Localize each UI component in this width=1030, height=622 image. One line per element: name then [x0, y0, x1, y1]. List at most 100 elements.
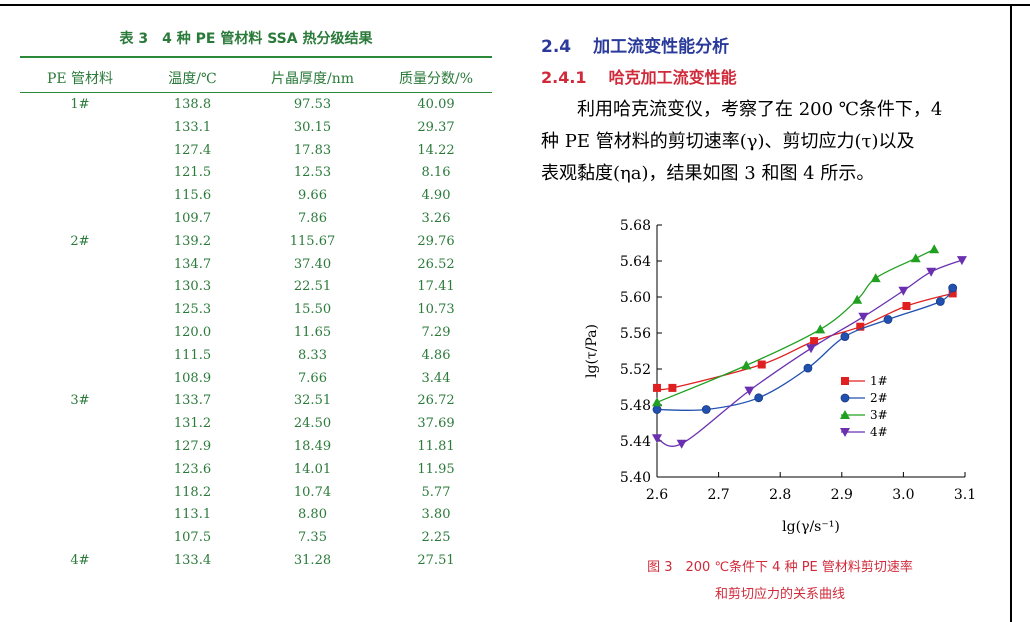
cell-temperature: 107.5: [173, 530, 212, 546]
cell-temperature: 118.2: [173, 484, 212, 500]
cell-mass-fraction: 4.86: [421, 347, 451, 363]
x-tick-label: 2.7: [707, 487, 729, 503]
cell-material: 1#: [70, 97, 90, 112]
x-tick-label: 2.6: [646, 487, 668, 503]
table-caption: 表 3 4 种 PE 管材料 SSA 热分级结果: [119, 31, 373, 47]
cell-material: 4#: [70, 553, 90, 568]
legend-label: 1#: [870, 374, 888, 388]
cell-thickness: 8.33: [298, 347, 327, 363]
body-paragraph: 利用哈克流变仪，考察了在 200 ℃条件下，4 种 PE 管材料的剪切速率(γ)…: [541, 94, 1013, 190]
data-point-4: [898, 286, 909, 296]
cell-temperature: 121.5: [173, 165, 212, 181]
cell-mass-fraction: 10.73: [417, 302, 455, 318]
cell-material: 2#: [70, 233, 90, 249]
cell-temperature: 134.7: [173, 256, 212, 272]
cell-mass-fraction: 11.81: [417, 439, 455, 454]
cell-mass-fraction: 2.25: [421, 530, 451, 546]
cell-thickness: 12.53: [293, 165, 332, 181]
data-point-2: [883, 315, 893, 324]
data-point-2: [935, 297, 945, 306]
data-point-1: [948, 289, 957, 298]
data-point-1: [856, 322, 865, 331]
cell-temperature: 113.1: [173, 507, 212, 523]
cell-thickness: 22.51: [293, 279, 332, 295]
paragraph-line: 利用哈克流变仪，考察了在 200 ℃条件下，4: [577, 99, 943, 120]
cell-temperature: 139.2: [173, 233, 212, 249]
cell-mass-fraction: 4.90: [421, 188, 451, 204]
cell-thickness: 17.83: [293, 142, 332, 158]
cell-mass-fraction: 14.22: [417, 142, 455, 158]
y-axis-label: lg(τ/Pa): [584, 324, 600, 378]
y-tick-label: 5.64: [620, 254, 651, 270]
cell-thickness: 18.49: [293, 439, 332, 454]
data-point-3: [910, 253, 921, 263]
table-top-rule: [20, 56, 492, 58]
paragraph-line: 种 PE 管材料的剪切速率(γ)、剪切应力(τ)以及: [541, 131, 915, 152]
cell-thickness: 8.80: [298, 507, 327, 523]
cell-temperature: 120.0: [173, 325, 212, 340]
cell-temperature: 133.4: [173, 553, 212, 568]
cell-temperature: 127.4: [173, 142, 212, 158]
cell-mass-fraction: 8.16: [421, 165, 451, 181]
figure-caption-line-2: 和剪切应力的关系曲线: [714, 587, 845, 602]
data-point-4: [858, 312, 869, 322]
cell-thickness: 7.86: [298, 211, 327, 226]
data-point-1: [902, 302, 911, 310]
right-margin-bar: [1010, 4, 1012, 622]
cell-mass-fraction: 29.76: [417, 233, 455, 249]
paragraph-line: 表观黏度(ηa)，结果如图 3 和图 4 所示。: [541, 163, 875, 184]
cell-temperature: 138.8: [173, 97, 212, 112]
shear-stress-chart: 5.40 5.44 5.48 5.52 5.56 5.60 5.64 5.68 2.6 2.7 2.…: [584, 218, 976, 535]
cell-mass-fraction: 26.72: [417, 393, 455, 409]
data-point-1: [810, 337, 819, 346]
cell-mass-fraction: 17.41: [417, 279, 455, 295]
cell-thickness: 7.66: [298, 370, 327, 386]
cell-thickness: 11.65: [293, 325, 332, 340]
cell-temperature: 109.7: [173, 211, 212, 226]
x-tick-label: 3.0: [892, 487, 914, 503]
cell-temperature: 133.7: [173, 393, 212, 409]
data-point-2: [948, 283, 958, 293]
cell-thickness: 7.35: [298, 530, 327, 546]
cell-temperature: 131.2: [173, 416, 212, 432]
cell-mass-fraction: 37.69: [417, 416, 455, 432]
subsection-title: 哈克加工流变性能: [608, 68, 737, 87]
x-tick-label: 2.9: [831, 487, 853, 503]
x-axis-label: lg(γ/s⁻¹): [782, 519, 840, 535]
data-point-2: [701, 405, 711, 414]
x-tick-label: 3.1: [954, 487, 976, 503]
x-tick-label: 2.8: [769, 487, 791, 503]
cell-mass-fraction: 3.44: [421, 370, 451, 386]
cell-thickness: 115.67: [289, 233, 336, 249]
cell-mass-fraction: 7.29: [421, 325, 451, 340]
cell-material: 3#: [70, 393, 90, 409]
cell-temperature: 133.1: [173, 119, 212, 135]
col-header-material: PE 管材料: [46, 71, 114, 87]
col-header-temperature: 温度/℃: [168, 71, 217, 87]
col-header-thickness: 片晶厚度/nm: [270, 71, 354, 87]
col-header-mass-fraction: 质量分数/%: [398, 71, 474, 87]
cell-temperature: 127.9: [173, 439, 212, 454]
section-number: 2.4: [541, 37, 572, 57]
cell-thickness: 37.40: [293, 256, 332, 272]
data-point-3: [870, 273, 881, 283]
cell-thickness: 14.01: [293, 461, 332, 477]
legend-label: 3#: [870, 408, 888, 422]
cell-mass-fraction: 3.26: [421, 211, 451, 226]
cell-mass-fraction: 40.09: [417, 97, 455, 112]
legend-marker: [841, 377, 849, 385]
data-point-4: [806, 344, 816, 354]
data-point-2: [840, 332, 850, 341]
data-point-3: [815, 324, 826, 334]
data-point-1: [757, 360, 766, 369]
data-point-4: [744, 386, 755, 396]
cell-temperature: 108.9: [173, 370, 212, 386]
cell-temperature: 123.6: [173, 461, 212, 477]
section-heading: 2.4 加工流变性能分析: [541, 32, 729, 57]
cell-thickness: 30.15: [293, 119, 332, 135]
cell-mass-fraction: 11.95: [417, 461, 455, 477]
top-rule: [0, 4, 1030, 6]
data-point-2: [754, 393, 764, 403]
cell-temperature: 130.3: [173, 279, 212, 295]
cell-mass-fraction: 26.52: [417, 256, 455, 272]
